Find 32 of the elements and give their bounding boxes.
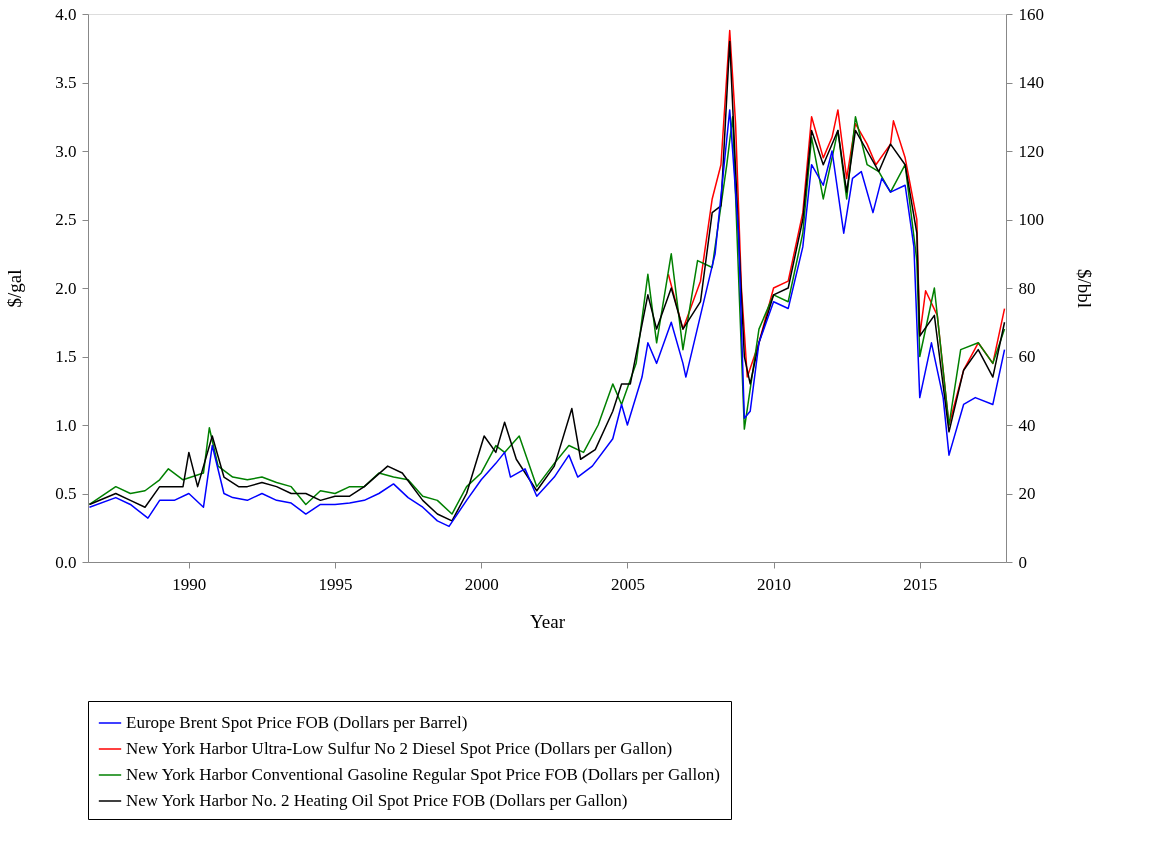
y-tick-label: 3.5 xyxy=(55,73,77,92)
y-tick-label: 1.5 xyxy=(55,347,77,366)
x-tick-label: 1995 xyxy=(318,574,353,594)
y2-tick-label: 0 xyxy=(1018,552,1027,572)
y2-tick-label: 140 xyxy=(1018,73,1044,92)
line-series xyxy=(88,40,1006,522)
x-tick-label: 2000 xyxy=(464,574,499,594)
x-tick-label: 1990 xyxy=(172,574,207,594)
legend-label: Europe Brent Spot Price FOB (Dollars per Barrel) xyxy=(126,713,468,732)
x-tick-label: 2005 xyxy=(610,574,645,594)
x-axis-title: Year xyxy=(529,610,566,632)
y2-tick-label: 160 xyxy=(1018,4,1044,24)
y2-tick-label: 100 xyxy=(1018,210,1044,229)
y2-axis-title: $/bbl xyxy=(1074,268,1095,309)
y2-tick-label: 40 xyxy=(1018,415,1036,435)
y2-tick-label: 80 xyxy=(1018,278,1036,298)
legend-label: New York Harbor Ultra-Low Sulfur No 2 Diesel Spot Price (Dollars per Gallon) xyxy=(126,739,673,758)
y-axis-title: $/gal xyxy=(4,269,26,308)
y-tick-label: 3.0 xyxy=(55,141,77,161)
y-tick-label: 1.0 xyxy=(55,415,77,435)
y-tick-label: 4.0 xyxy=(55,4,77,24)
y2-tick-label: 60 xyxy=(1018,347,1036,366)
y-tick-label: 0.0 xyxy=(55,552,77,572)
y-tick-label: 2.5 xyxy=(55,210,77,229)
y2-tick-label: 120 xyxy=(1018,141,1044,161)
y-tick-label: 2.0 xyxy=(55,278,77,298)
legend-label: New York Harbor No. 2 Heating Oil Spot Price FOB (Dollars per Gallon) xyxy=(126,791,628,810)
y-tick-label: 0.5 xyxy=(55,484,77,503)
legend-label: New York Harbor Conventional Gasoline Regular Spot Price FOB (Dollars per Gallon) xyxy=(126,765,720,784)
x-tick-label: 2015 xyxy=(903,574,938,594)
y2-tick-label: 20 xyxy=(1018,484,1036,503)
x-tick-label: 2010 xyxy=(757,574,792,594)
